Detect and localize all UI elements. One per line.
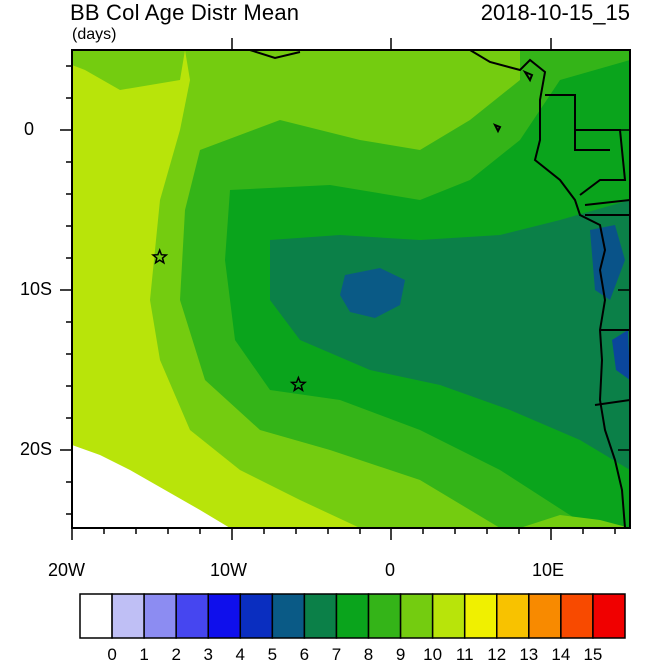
colorbar-box-4 (207, 593, 242, 639)
lon-label-20w: 20W (48, 560, 86, 580)
colorbar-label-5: 5 (267, 645, 278, 664)
map-title: BB Col Age Distr Mean (70, 0, 300, 25)
colorbar-box-11 (431, 593, 466, 639)
axis-ticks (60, 38, 630, 540)
colorbar-box-7 (303, 593, 338, 639)
colorbar-label-0: 0 (107, 645, 117, 664)
field-level-6 (270, 200, 630, 470)
colorbar-label-2: 2 (171, 645, 181, 664)
colorbar-label-4: 4 (235, 645, 246, 664)
colorbar-label-11: 11 (455, 645, 474, 664)
lon-label-0: 0 (385, 560, 396, 580)
colorbar-box-3 (175, 593, 209, 639)
colorbar-box-9 (367, 593, 402, 639)
star-markers (151, 247, 308, 393)
colorbar-box-10 (399, 593, 434, 639)
colorbar-box-14 (528, 593, 562, 639)
colorbar-label-14: 14 (551, 645, 571, 664)
lat-label-0: 0 (24, 119, 35, 139)
colorbar-label-12: 12 (487, 645, 507, 664)
africa-coastline (249, 50, 626, 528)
colorbar-box-1 (111, 593, 145, 639)
colorbar-label-1: 1 (139, 645, 149, 664)
island-2 (492, 123, 502, 134)
island-1 (522, 69, 534, 83)
colorbar-box-8 (335, 593, 370, 639)
field-level-4-b (612, 330, 630, 380)
colorbar-box-15 (560, 593, 594, 639)
colorbar-box-0 (79, 593, 113, 639)
colorbar-box-16 (592, 593, 626, 639)
star-1-marker (151, 247, 169, 265)
colorbar-label-7: 7 (331, 645, 342, 664)
map-date: 2018-10-15_15 (480, 0, 630, 25)
colorbar-label-6: 6 (299, 645, 310, 664)
plot-frame (71, 49, 631, 529)
contour-field (72, 50, 630, 528)
map-units: (days) (72, 26, 117, 43)
field-nw-patch (72, 50, 185, 90)
lon-label-10e: 10E (532, 560, 565, 580)
colorbar (79, 593, 626, 639)
field-level-5 (340, 268, 405, 318)
lat-label-10s: 10S (20, 279, 53, 299)
star-2-marker (289, 375, 308, 393)
colorbar-box-13 (496, 593, 530, 639)
field-south-patch (520, 515, 630, 528)
colorbar-label-10: 10 (423, 645, 443, 664)
colorbar-label-9: 9 (395, 645, 406, 664)
colorbar-label-3: 3 (203, 645, 213, 664)
colorbar-box-6 (271, 593, 306, 639)
colorbar-box-12 (463, 593, 498, 639)
lon-label-10w: 10W (210, 560, 248, 580)
colorbar-label-13: 13 (519, 645, 539, 664)
colorbar-box-5 (239, 593, 274, 639)
colorbar-label-15: 15 (583, 645, 603, 664)
lat-label-20s: 20S (20, 439, 53, 459)
colorbar-box-2 (143, 593, 177, 639)
colorbar-label-8: 8 (363, 645, 374, 664)
field-level-0 (72, 445, 230, 528)
field-level-4-a (590, 225, 625, 300)
